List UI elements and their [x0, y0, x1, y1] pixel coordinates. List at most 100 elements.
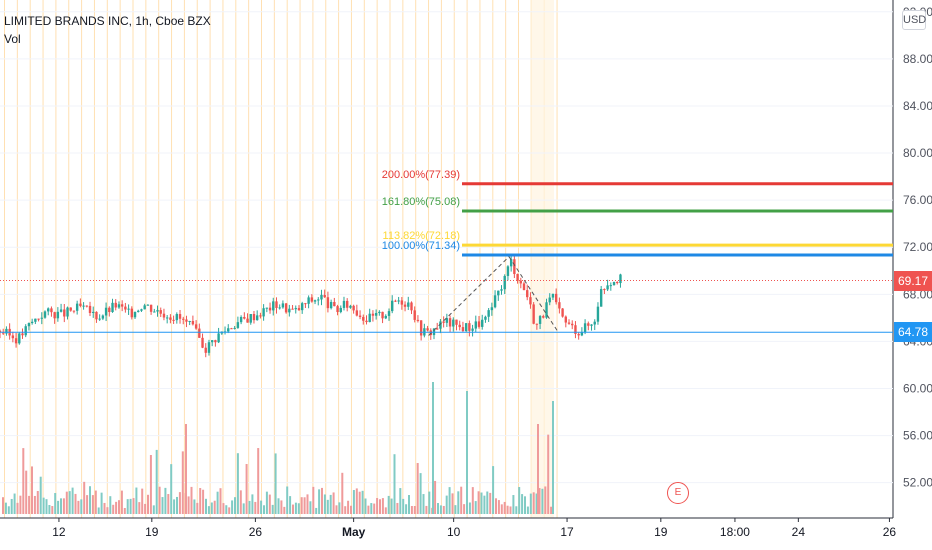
candle-body — [198, 328, 201, 338]
volume-bar — [442, 505, 445, 514]
volume-bar — [115, 501, 118, 514]
volume-bar — [202, 489, 205, 514]
volume-bar — [347, 500, 350, 514]
volume-bar — [225, 505, 228, 514]
volume-bar — [509, 506, 512, 514]
candle-body — [255, 315, 259, 321]
volume-bar — [500, 504, 503, 514]
volume-bar — [97, 507, 100, 514]
earnings-marker[interactable]: E — [667, 482, 689, 504]
session-band — [453, 0, 455, 518]
candle-body — [587, 323, 590, 326]
volume-bar — [364, 498, 367, 514]
candle-body — [230, 328, 233, 330]
candle-body — [452, 319, 455, 327]
volume-bar — [176, 496, 178, 514]
session-band — [415, 0, 417, 518]
candle-body — [111, 302, 114, 313]
candle-body — [326, 297, 330, 309]
volume-bar — [234, 497, 236, 514]
volume-bar — [173, 499, 176, 514]
candle-body — [371, 313, 375, 316]
fib-level-label: 161.80%(75.08) — [382, 196, 460, 208]
candle-body — [609, 285, 613, 287]
candle-body — [47, 308, 50, 312]
volume-bar — [123, 507, 126, 514]
volume-bar — [381, 498, 384, 514]
volume-bar — [103, 502, 106, 514]
volume-bar — [13, 493, 16, 514]
volume-bar — [399, 488, 402, 514]
candle-body — [117, 304, 121, 308]
time-tick-label: 18:00 — [720, 525, 750, 539]
volume-bar — [474, 501, 477, 514]
candle-body — [545, 302, 548, 318]
volume-bar — [25, 470, 28, 514]
candle-body — [304, 303, 307, 305]
session-band — [466, 0, 468, 518]
candle-body — [481, 319, 484, 327]
candle-body — [426, 328, 429, 331]
candle-body — [127, 308, 130, 310]
volume-bar — [199, 488, 202, 514]
volume-bar — [486, 491, 489, 514]
candle-body — [275, 301, 278, 308]
candle-body — [159, 310, 162, 314]
volume-bar — [341, 472, 344, 514]
candle-body — [85, 305, 88, 307]
currency-button[interactable]: USD — [902, 10, 926, 30]
volume-bar — [205, 498, 207, 514]
fib-extension[interactable]: 200.00%(77.39) 161.80%(75.08) 113.82%(72.1… — [382, 169, 893, 257]
session-band — [106, 0, 108, 518]
symbol-title[interactable]: LIMITED BRANDS INC, 1h, Cboe BZX — [4, 14, 211, 28]
volume-bar — [248, 500, 251, 514]
volume-bar — [242, 503, 245, 514]
candle-body — [516, 274, 519, 281]
candle-body — [468, 323, 471, 331]
pattern-drawing[interactable] — [428, 256, 559, 336]
time-axis[interactable]: 12 19 26 May 10 17 19 18:00 24 26 — [0, 517, 897, 539]
price-axis[interactable]: 92.0088.0084.0080.0076.0072.0068.0064.00… — [892, 0, 932, 518]
candle-body — [448, 318, 452, 327]
volume-bar — [480, 492, 483, 514]
volume-bar — [518, 487, 521, 514]
volume-bar — [428, 491, 431, 514]
volume-bar — [541, 488, 544, 514]
volume-bar — [321, 487, 323, 514]
candle-body — [317, 299, 320, 301]
candle-body — [233, 327, 236, 329]
volume-bar — [547, 434, 550, 514]
volume-bar — [265, 491, 268, 514]
candle-body — [554, 293, 558, 303]
volume-bar — [434, 480, 437, 514]
session-band — [93, 0, 95, 518]
candle-body — [529, 297, 532, 305]
candle-body — [551, 293, 555, 298]
volume-bar — [77, 500, 80, 514]
candle-body — [153, 311, 156, 313]
volume-bar — [135, 487, 138, 514]
volume-bar — [535, 493, 538, 514]
volume-bar — [344, 506, 347, 514]
price-tick-label: 68.00 — [903, 287, 932, 301]
volume-bar — [297, 503, 300, 514]
candle-body — [564, 316, 568, 323]
volume-bar — [94, 490, 97, 514]
candle-body — [239, 316, 243, 323]
candle-body — [577, 333, 580, 336]
volume-bar — [239, 490, 242, 514]
volume-bar — [283, 506, 286, 514]
volume-bar — [495, 498, 497, 514]
candle-body — [137, 310, 140, 312]
volume-bar — [329, 494, 332, 514]
volume-label[interactable]: Vol — [4, 32, 21, 46]
volume-bar — [216, 491, 219, 514]
candle-body — [612, 281, 616, 286]
volume-bar — [62, 498, 65, 514]
volume-bar — [323, 494, 326, 514]
time-tick-label: 26 — [883, 525, 897, 539]
volume-bar — [289, 496, 292, 514]
candle-body — [329, 301, 333, 309]
volume-bar — [19, 495, 22, 514]
